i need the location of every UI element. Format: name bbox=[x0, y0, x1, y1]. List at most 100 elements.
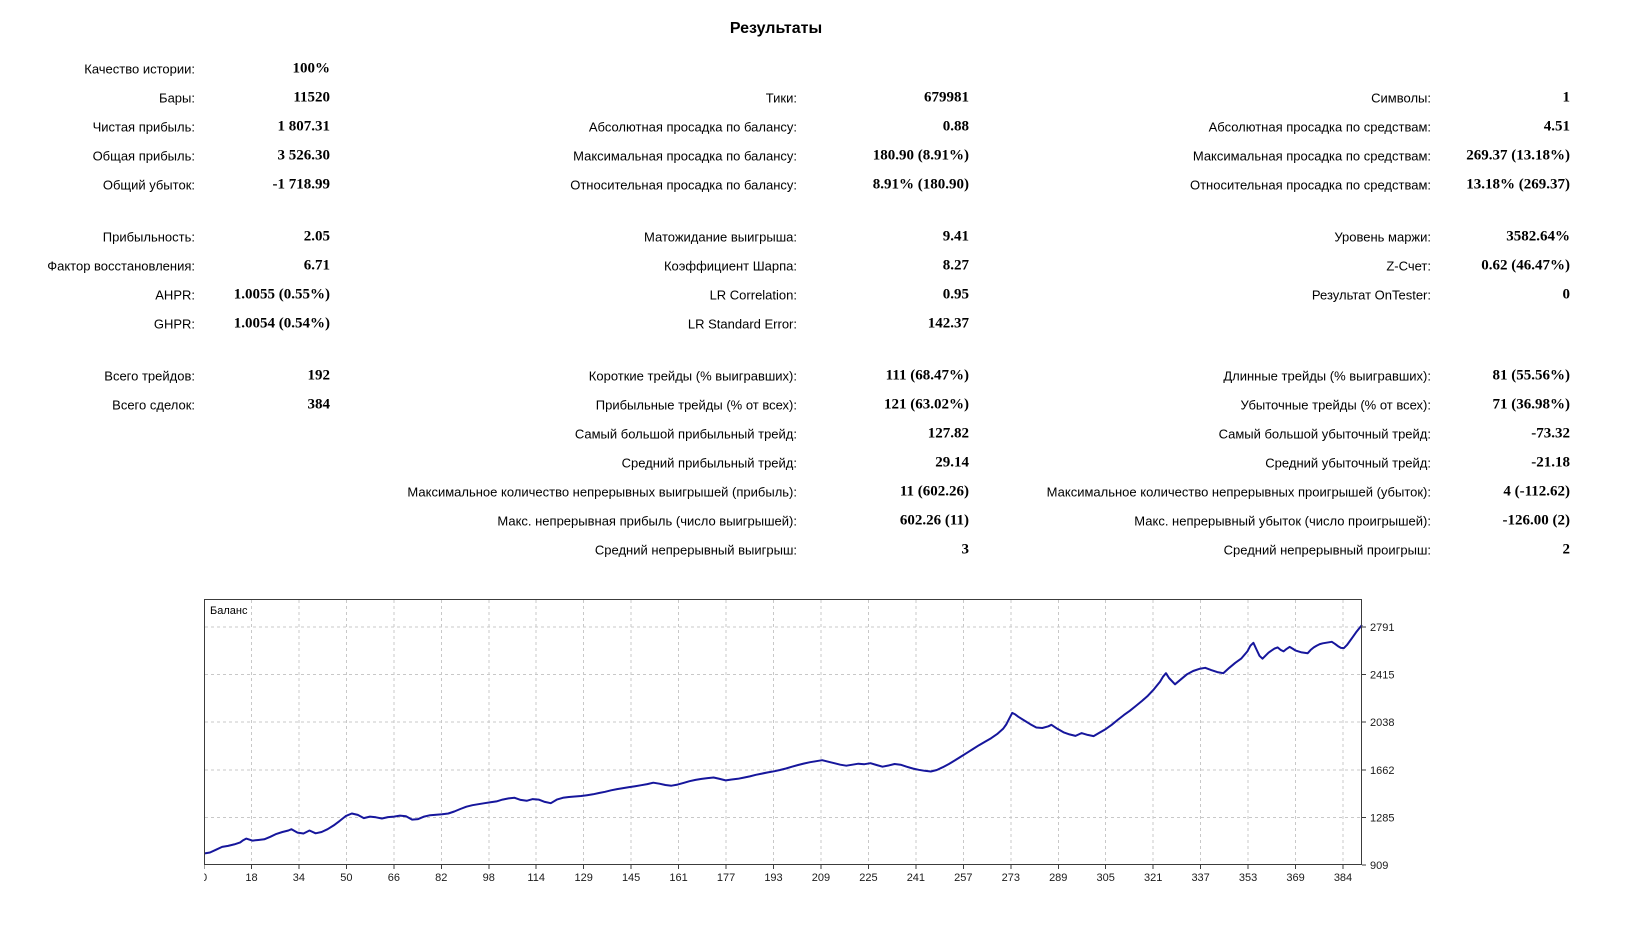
x-axis-tick-label: 193 bbox=[764, 872, 782, 884]
balance-chart-svg: 0 18 34 50 66 82 98 114 129 145 161 177 193 209 225 241… bbox=[201, 598, 1394, 884]
group-gap bbox=[0, 199, 1635, 222]
stat-row: Всего сделок: 384 Прибыльные трейды (% от … bbox=[0, 390, 1635, 419]
chart-title: Баланс bbox=[210, 605, 248, 617]
y-axis-tick-label: 2038 bbox=[1370, 717, 1394, 729]
x-axis-tick-label: 161 bbox=[669, 872, 687, 884]
stat-value: 13.18% (269.37) bbox=[1466, 176, 1570, 192]
stat-label: Z-Счет: bbox=[1386, 258, 1431, 273]
stat-value: 4 (-112.62) bbox=[1503, 483, 1570, 499]
stats-table: Качество истории: 100% Бары: 11520 Тики: 6799… bbox=[0, 54, 1635, 564]
stat-value: -21.18 bbox=[1531, 454, 1570, 470]
stat-row: Общая прибыль: 3 526.30 Максимальная проса… bbox=[0, 141, 1635, 170]
stat-row: Чистая прибыль: 1 807.31 Абсолютная просад… bbox=[0, 112, 1635, 141]
stat-value: 192 bbox=[307, 367, 331, 383]
stat-value: 2 bbox=[1562, 541, 1571, 557]
x-axis-tick-label: 305 bbox=[1097, 872, 1115, 884]
x-axis-tick-label: 50 bbox=[340, 872, 352, 884]
stat-label: Относительная просадка по балансу: bbox=[570, 177, 797, 192]
stat-label: LR Correlation: bbox=[709, 287, 797, 302]
stat-value: 81 (55.56%) bbox=[1492, 367, 1571, 383]
stat-label: Максимальное количество непрерывных прои… bbox=[1046, 484, 1431, 499]
stat-value: 111 (68.47%) bbox=[885, 367, 969, 383]
stat-value: -73.32 bbox=[1531, 425, 1570, 441]
stat-row: GHPR: 1.0054 (0.54%) LR Standard Error: 142… bbox=[0, 309, 1635, 338]
stat-label: Средний непрерывный проигрыш: bbox=[1223, 542, 1431, 557]
stat-row: Средний прибыльный трейд: 29.14 Средний уб… bbox=[0, 448, 1635, 477]
x-axis-tick-label: 129 bbox=[574, 872, 592, 884]
stat-label: Коэффициент Шарпа: bbox=[663, 258, 797, 273]
stat-label: GHPR: bbox=[153, 316, 195, 331]
stat-label: Всего сделок: bbox=[112, 397, 195, 412]
x-axis-tick-label: 66 bbox=[388, 872, 400, 884]
stat-value: 602.26 (11) bbox=[899, 512, 969, 528]
stat-label: Максимальное количество непрерывных выиг… bbox=[407, 484, 797, 499]
stat-value: 6.71 bbox=[303, 257, 330, 273]
x-axis-tick-label: 337 bbox=[1191, 872, 1209, 884]
balance-chart: 0 18 34 50 66 82 98 114 129 145 161 177 193 209 225 241… bbox=[201, 598, 1428, 895]
stat-row: Макс. непрерывная прибыль (число выигрыш… bbox=[0, 506, 1635, 535]
stat-value: 127.82 bbox=[927, 425, 969, 441]
stat-label: Абсолютная просадка по средствам: bbox=[1208, 119, 1431, 134]
stat-label: Бары: bbox=[159, 90, 195, 105]
stat-label: Общий убыток: bbox=[102, 177, 195, 192]
x-axis-tick-label: 177 bbox=[717, 872, 735, 884]
y-axis-tick-label: 1285 bbox=[1370, 812, 1394, 824]
stat-value: 142.37 bbox=[927, 315, 969, 331]
stat-row: Общий убыток: -1 718.99 Относительная прос… bbox=[0, 170, 1635, 199]
page-title: Результаты bbox=[729, 20, 823, 37]
x-axis-tick-label: 369 bbox=[1286, 872, 1304, 884]
stat-value: 1 bbox=[1562, 89, 1571, 105]
x-axis-tick-label: 257 bbox=[954, 872, 972, 884]
stat-value: 0 bbox=[1562, 286, 1571, 302]
x-axis-tick-label: 273 bbox=[1002, 872, 1020, 884]
stat-value: -1 718.99 bbox=[272, 176, 331, 192]
stat-label: Самый большой убыточный трейд: bbox=[1218, 426, 1431, 441]
stat-label: Длинные трейды (% выигравших): bbox=[1223, 368, 1431, 383]
stat-value: 679981 bbox=[924, 89, 969, 105]
stat-row: Фактор восстановления: 6.71 Коэффициент Ша… bbox=[0, 251, 1635, 280]
stat-label: Символы: bbox=[1371, 90, 1431, 105]
stat-value: 384 bbox=[307, 396, 331, 412]
stat-row: Самый большой прибыльный трейд: 127.82 Сам… bbox=[0, 419, 1635, 448]
stat-label: Макс. непрерывный убыток (число проигрыш… bbox=[1134, 513, 1431, 528]
x-axis-tick-label: 0 bbox=[204, 872, 207, 884]
stat-value: 0.88 bbox=[942, 118, 969, 134]
stat-value: -126.00 (2) bbox=[1502, 512, 1571, 528]
stat-label: Максимальная просадка по средствам: bbox=[1192, 148, 1431, 163]
y-axis-tick-label: 909 bbox=[1370, 860, 1388, 872]
stat-label: Чистая прибыль: bbox=[92, 119, 195, 134]
x-axis-tick-label: 114 bbox=[527, 872, 545, 884]
stat-label: Фактор восстановления: bbox=[47, 258, 195, 273]
stat-label: LR Standard Error: bbox=[687, 316, 797, 331]
stat-label: Максимальная просадка по балансу: bbox=[573, 148, 797, 163]
stat-row: Бары: 11520 Тики: 679981 Символы: 1 bbox=[0, 83, 1635, 112]
x-axis-tick-label: 241 bbox=[907, 872, 925, 884]
y-axis-tick-label: 2415 bbox=[1370, 670, 1394, 682]
stat-label: Убыточные трейды (% от всех): bbox=[1240, 397, 1431, 412]
stat-label: Самый большой прибыльный трейд: bbox=[574, 426, 797, 441]
stat-row: Прибыльность: 2.05 Матожидание выигрыша: 9.… bbox=[0, 222, 1635, 251]
stat-value: 180.90 (8.91%) bbox=[872, 147, 969, 163]
x-axis-tick-label: 353 bbox=[1239, 872, 1257, 884]
stat-value: 29.14 bbox=[935, 454, 969, 470]
stat-value: 11520 bbox=[293, 89, 330, 105]
stat-label: Короткие трейды (% выигравших): bbox=[588, 368, 797, 383]
stat-value: 121 (63.02%) bbox=[884, 396, 969, 412]
stat-value: 0.62 (46.47%) bbox=[1481, 257, 1570, 273]
stat-value: 3582.64% bbox=[1506, 228, 1570, 244]
stat-label: AHPR: bbox=[155, 287, 195, 302]
stat-label: Прибыльные трейды (% от всех): bbox=[595, 397, 797, 412]
stat-label: Абсолютная просадка по балансу: bbox=[588, 119, 797, 134]
stat-value: 3 bbox=[961, 541, 970, 557]
stat-label: Макс. непрерывная прибыль (число выигрыш… bbox=[497, 513, 797, 528]
stat-value: 1.0054 (0.54%) bbox=[233, 315, 330, 331]
x-axis-tick-label: 289 bbox=[1049, 872, 1067, 884]
x-axis-tick-label: 82 bbox=[435, 872, 447, 884]
x-axis-tick-label: 98 bbox=[483, 872, 495, 884]
x-axis-tick-label: 384 bbox=[1334, 872, 1352, 884]
stat-value: 1.0055 (0.55%) bbox=[233, 286, 330, 302]
stat-value: 9.41 bbox=[942, 228, 969, 244]
stat-value: 3 526.30 bbox=[277, 147, 331, 163]
x-axis-tick-label: 34 bbox=[293, 872, 305, 884]
